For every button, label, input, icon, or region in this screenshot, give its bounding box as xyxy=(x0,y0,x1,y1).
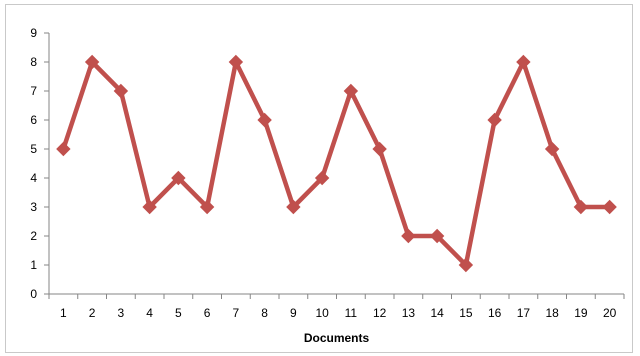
x-tick-label: 5 xyxy=(175,306,182,320)
data-point-marker xyxy=(372,141,387,157)
y-tick-label: 1 xyxy=(30,258,37,272)
data-point-marker xyxy=(84,54,100,70)
data-point-marker xyxy=(544,141,560,157)
x-tick-label: 19 xyxy=(574,306,588,320)
x-tick-label: 10 xyxy=(315,306,329,320)
x-tick-label: 16 xyxy=(488,306,502,320)
y-tick-label: 9 xyxy=(30,26,37,40)
data-point-marker xyxy=(602,199,617,215)
data-point-marker xyxy=(142,199,157,215)
x-tick-label: 11 xyxy=(345,306,358,320)
x-tick-label: 6 xyxy=(204,306,211,320)
x-tick-label: 4 xyxy=(146,306,153,320)
data-point-marker xyxy=(458,257,474,273)
series-line xyxy=(61,59,612,268)
data-point-marker xyxy=(286,199,301,215)
data-point-marker xyxy=(228,54,244,70)
data-point-marker xyxy=(573,199,589,215)
y-tick-label: 4 xyxy=(30,171,37,185)
series-group xyxy=(56,54,617,273)
data-point-marker xyxy=(401,228,416,244)
y-axis: 0 1 2 3 4 5 6 7 8 9 xyxy=(30,26,50,301)
y-tick-label: 2 xyxy=(30,229,37,243)
x-tick-label: 2 xyxy=(89,306,96,320)
y-tick-label: 5 xyxy=(30,142,37,156)
data-point-marker xyxy=(199,199,215,215)
x-tick-label: 8 xyxy=(261,306,268,320)
data-point-marker xyxy=(516,54,531,70)
data-point-marker xyxy=(314,170,330,186)
data-point-marker xyxy=(429,228,445,244)
x-tick-label: 13 xyxy=(402,306,416,320)
data-point-marker xyxy=(113,83,129,99)
data-point-marker xyxy=(171,170,186,186)
x-tick-label: 7 xyxy=(233,306,240,320)
x-axis-title: Documents xyxy=(304,331,370,345)
data-point-marker xyxy=(257,112,272,128)
y-tick-label: 6 xyxy=(30,113,37,127)
y-tick-label: 8 xyxy=(30,55,37,69)
x-tick-label: 15 xyxy=(459,306,473,320)
x-tick-label: 12 xyxy=(373,306,387,320)
y-tick-label: 7 xyxy=(30,84,37,98)
x-tick-label: 9 xyxy=(290,306,297,320)
x-tick-label: 1 xyxy=(60,306,67,320)
data-point-marker xyxy=(487,112,502,128)
x-tick-label: 3 xyxy=(118,306,125,320)
data-point-marker xyxy=(343,83,359,99)
x-axis: 1 2 3 4 5 6 7 8 9 10 11 12 13 14 15 16 17 18 19 20 xyxy=(48,293,625,320)
y-tick-label: 0 xyxy=(30,287,37,301)
x-tick-label: 14 xyxy=(430,306,444,320)
data-point-marker xyxy=(56,141,71,157)
x-tick-label: 17 xyxy=(517,306,531,320)
y-tick-label: 3 xyxy=(30,200,37,214)
x-tick-label: 18 xyxy=(545,306,559,320)
x-tick-label: 20 xyxy=(603,306,617,320)
